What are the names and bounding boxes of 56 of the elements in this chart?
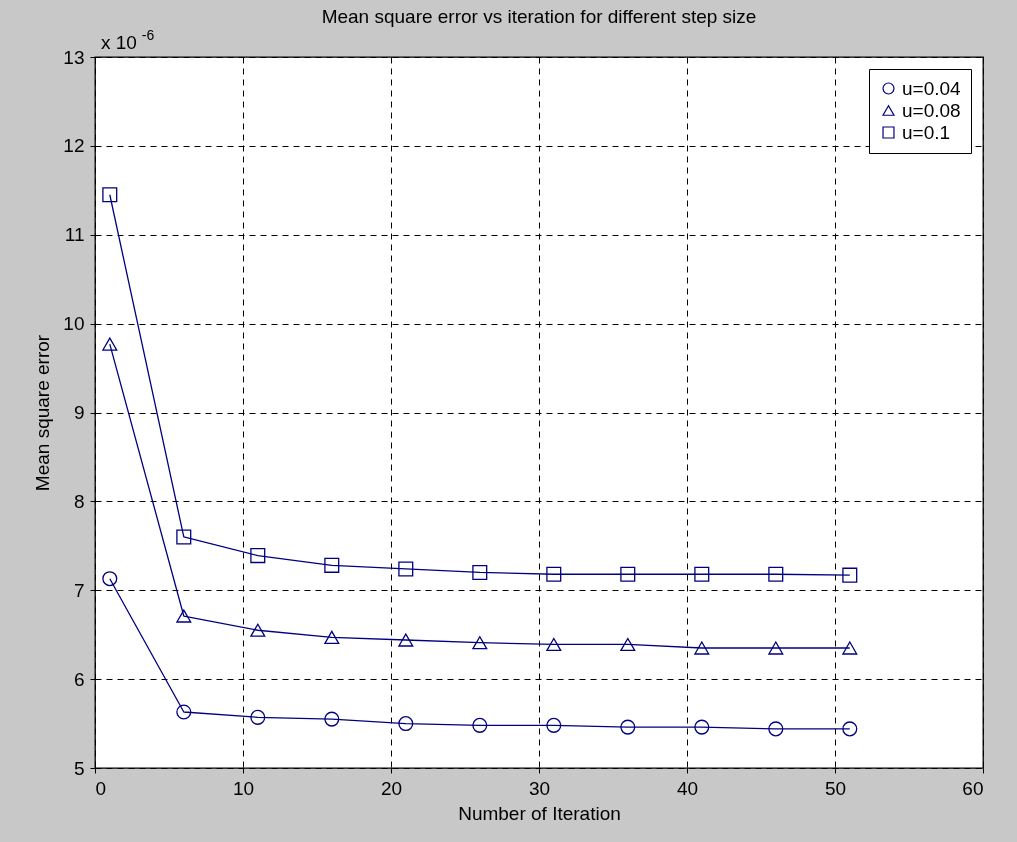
legend-label: u=0.08 [902, 99, 961, 121]
point [694, 719, 710, 735]
point [324, 630, 340, 644]
point [842, 567, 858, 583]
x-tick-label: 30 [528, 777, 551, 799]
y-tick-label: 6 [73, 668, 85, 690]
x-tick-label: 10 [232, 777, 255, 799]
point [842, 721, 858, 737]
point [250, 709, 266, 725]
point [324, 557, 340, 573]
point [768, 721, 784, 737]
point [102, 337, 118, 351]
point [398, 561, 414, 577]
point [398, 633, 414, 647]
y-tick-label: 5 [73, 757, 85, 779]
y-axis-title: Mean square error [32, 334, 54, 492]
y-tick-label: 8 [73, 490, 85, 512]
y-tick-label: 12 [63, 135, 85, 157]
point [768, 566, 784, 582]
x-tick-label: 50 [824, 777, 847, 799]
point [250, 548, 266, 564]
y-tick-label: 9 [73, 402, 85, 423]
point [620, 566, 636, 582]
point [694, 566, 710, 582]
x-tick-label: 0 [95, 777, 107, 799]
y-tick-label: 7 [73, 579, 85, 601]
point [546, 637, 562, 652]
point [546, 717, 562, 733]
point [472, 636, 488, 650]
point [472, 564, 488, 581]
point [472, 717, 488, 733]
point [176, 704, 192, 720]
point [546, 566, 562, 582]
x-axis-title: Number of Iteration [458, 802, 621, 824]
point [176, 609, 192, 623]
point [768, 641, 784, 655]
legend-label: u=0.04 [902, 77, 962, 99]
point [398, 716, 414, 732]
point [842, 641, 858, 655]
point [176, 529, 192, 545]
x-tick-label: 20 [380, 777, 403, 799]
point [620, 719, 636, 735]
point [250, 623, 266, 637]
y-tick-label: 13 [63, 46, 85, 68]
point [102, 571, 118, 587]
chart-title: Mean square error vs iteration for different step size [321, 6, 757, 27]
text: x 10-6 [101, 27, 155, 53]
point [620, 637, 636, 652]
y-tick-label: 11 [64, 224, 85, 246]
y-tick-label: 10 [63, 313, 85, 335]
x-tick-label: 40 [676, 777, 699, 799]
point [102, 187, 118, 203]
legend-label: u=0.1 [902, 121, 951, 143]
x-tick-label: 60 [962, 777, 984, 799]
point [694, 641, 710, 655]
point [324, 711, 340, 727]
